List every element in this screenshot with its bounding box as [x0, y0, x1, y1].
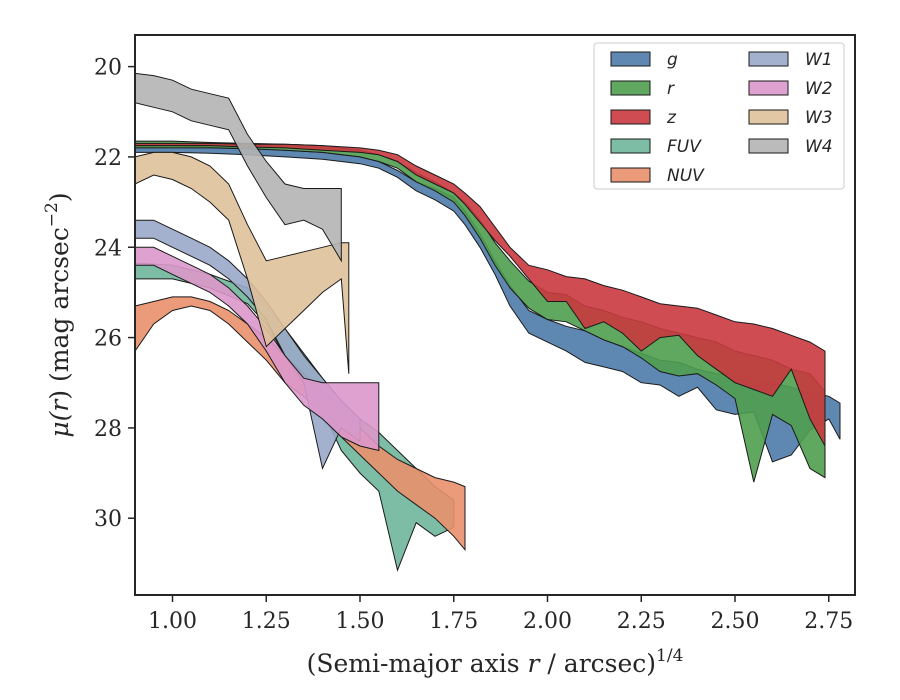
x-tick-label: 2.75	[804, 609, 853, 634]
legend-label-w1: W1	[805, 50, 833, 70]
x-tick-label: 1.50	[336, 609, 385, 634]
legend-label-w3: W3	[805, 108, 833, 128]
legend: grz FUV NUV W1 W2 W3 W4	[593, 42, 845, 190]
plot-frame	[134, 34, 856, 596]
legend-label-w4: W4	[805, 137, 833, 157]
x-axis-ticks: 1.00 1.25 1.50 1.75 2.00 2.25 2.50 2.75	[148, 595, 853, 634]
band-w3	[134, 151, 350, 374]
legend-swatch-w3	[748, 109, 789, 125]
y-tick-label: 28	[94, 417, 122, 442]
y-axis-label: μ(r) (mag arcsec−2)	[42, 192, 74, 437]
x-tick-label: 1.75	[429, 609, 478, 634]
y-tick-label: 30	[94, 507, 122, 532]
legend-label-z: z	[666, 108, 677, 128]
legend-swatch-g	[610, 51, 651, 67]
x-tick-label: 1.25	[242, 609, 291, 634]
legend-swatch-w2	[748, 80, 789, 96]
x-axis-label: (Semi-major axis r / arcsec)1/4	[307, 646, 684, 678]
legend-label-r: r	[667, 79, 675, 99]
x-tick-label: 2.25	[617, 609, 666, 634]
y-axis-ticks: 20 22 24 26 28 30	[94, 56, 135, 532]
x-tick-label: 1.00	[148, 609, 197, 634]
legend-swatch-w1	[748, 51, 789, 67]
band-w4	[134, 72, 342, 263]
legend-swatch-w4	[748, 138, 789, 154]
y-tick-label: 26	[94, 327, 122, 352]
y-tick-label: 20	[94, 56, 122, 81]
legend-label-w2: W2	[805, 79, 833, 99]
x-tick-label: 2.00	[523, 609, 572, 634]
legend-swatch-r	[610, 80, 651, 96]
y-tick-label: 24	[94, 236, 122, 261]
x-tick-label: 2.50	[711, 609, 760, 634]
series-bands	[134, 72, 841, 572]
legend-swatch-nuv	[610, 167, 651, 183]
band-w2	[134, 246, 380, 452]
legend-swatch-fuv	[610, 138, 651, 154]
band-z	[134, 142, 826, 448]
legend-label-g: g	[667, 50, 678, 70]
y-tick-label: 22	[94, 146, 122, 171]
legend-swatch-z	[610, 109, 651, 125]
legend-label-fuv: FUV	[667, 137, 702, 157]
legend-label-nuv: NUV	[667, 166, 705, 186]
